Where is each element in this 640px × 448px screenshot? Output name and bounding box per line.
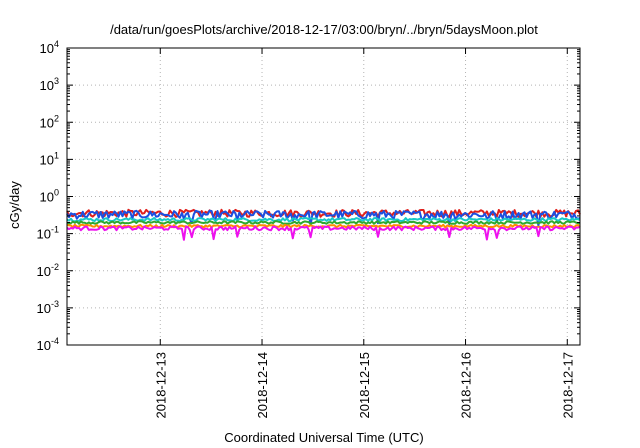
series-line <box>66 225 581 241</box>
series-line <box>66 217 581 223</box>
chart-title: /data/run/goesPlots/archive/2018-12-17/0… <box>110 22 538 37</box>
x-tick-label: 2018-12-13 <box>153 352 168 419</box>
series-line <box>66 209 581 227</box>
x-tick-label: 2018-12-17 <box>560 352 575 419</box>
x-tick-label: 2018-12-14 <box>255 352 270 419</box>
x-tick-label: 2018-12-16 <box>459 352 474 419</box>
y-axis-label: cGy/day <box>7 181 22 229</box>
x-axis-label: Coordinated Universal Time (UTC) <box>224 430 423 445</box>
x-tick-label: 2018-12-15 <box>357 352 372 419</box>
axis-ticks <box>67 47 580 346</box>
series-lines <box>66 208 581 241</box>
series-line <box>67 220 581 225</box>
grid-lines <box>67 48 580 345</box>
x-tick-labels: 2018-12-13 2018-12-14 2018-12-15 2018-12-16… <box>153 352 575 419</box>
